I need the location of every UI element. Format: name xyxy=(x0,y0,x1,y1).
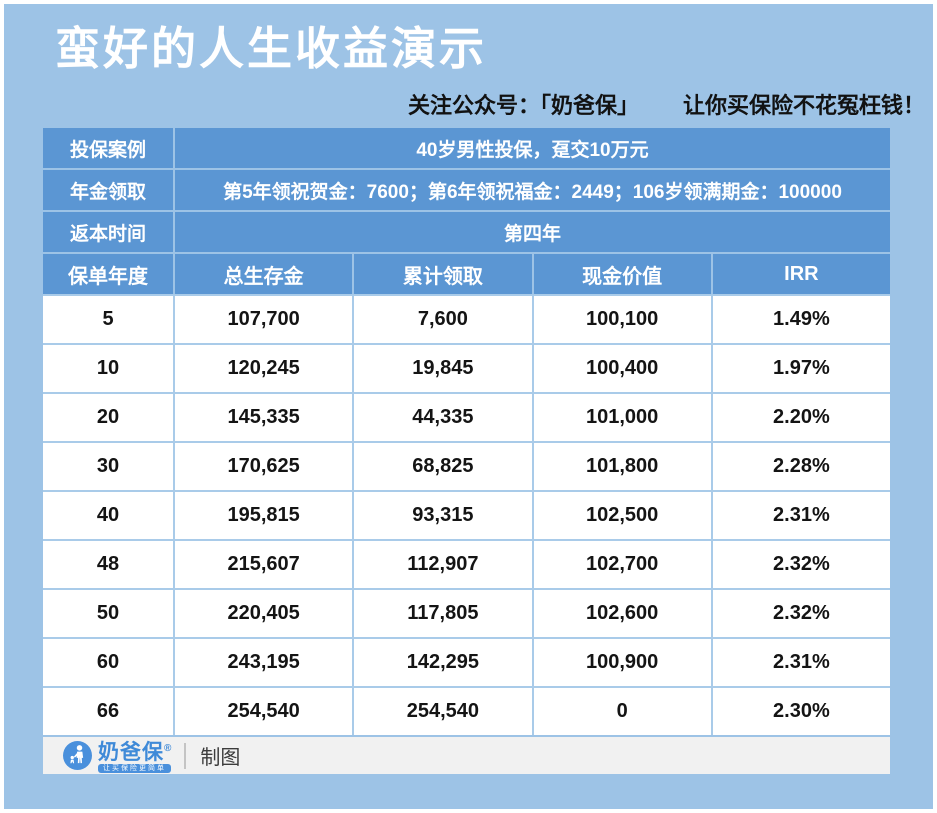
table-cell: 170,625 xyxy=(175,443,353,490)
table-cell: 44,335 xyxy=(354,394,532,441)
table-cell: 2.20% xyxy=(712,394,890,441)
table-cell: 2.30% xyxy=(712,688,890,735)
footer-divider xyxy=(184,742,187,769)
table-cell: 100,100 xyxy=(533,296,711,343)
subtitle-followus: 关注公众号：「奶爸保」 xyxy=(407,93,639,118)
table-cell: 1.49% xyxy=(712,296,890,343)
table-cell: 40 xyxy=(43,492,173,539)
table-row: 10 120,245 19,845 100,400 1.97% xyxy=(43,345,890,392)
table-cell: 60 xyxy=(43,639,173,686)
info-row-2: 返本时间 第四年 xyxy=(43,212,890,252)
table-row: 5 107,700 7,600 100,100 1.49% xyxy=(43,296,890,343)
table-row: 48 215,607 112,907 102,700 2.32% xyxy=(43,541,890,588)
table-cell: 220,405 xyxy=(175,590,353,637)
info-row-0: 投保案例 40岁男性投保，趸交10万元 xyxy=(43,128,890,168)
table-row: 20 145,335 44,335 101,000 2.20% xyxy=(43,394,890,441)
info-value: 40岁男性投保，趸交10万元 xyxy=(175,128,890,168)
info-label: 返本时间 xyxy=(43,212,173,252)
table-row: 50 220,405 117,805 102,600 2.32% xyxy=(43,590,890,637)
table-cell: 120,245 xyxy=(175,345,353,392)
table-cell: 2.32% xyxy=(712,541,890,588)
page-background: 蛮好的人生收益演示 关注公众号：「奶爸保」 让你买保险不花冤枉钱！ 投保案例 40岁… xyxy=(4,4,933,809)
table-row: 40 195,815 93,315 102,500 2.31% xyxy=(43,492,890,539)
table-data-rows: 5 107,700 7,600 100,100 1.49% 10 120,245 19,845… xyxy=(43,294,890,735)
table-cell: 101,000 xyxy=(533,394,711,441)
subtitle: 关注公众号：「奶爸保」 让你买保险不花冤枉钱！ xyxy=(4,88,925,120)
table-cell: 215,607 xyxy=(175,541,353,588)
page-title: 蛮好的人生收益演示 xyxy=(55,23,488,74)
info-value: 第5年领祝贺金：7600；第6年领祝福金：2449；106岁领满期金：10000… xyxy=(175,170,890,210)
table-cell: 102,500 xyxy=(533,492,711,539)
table-cell: 102,700 xyxy=(533,541,711,588)
table-cell: 100,900 xyxy=(533,639,711,686)
table-cell: 254,540 xyxy=(354,688,532,735)
column-header: IRR xyxy=(712,254,890,294)
table-header-row: 保单年度 总生存金 累计领取 现金价值 IRR xyxy=(43,254,890,294)
brand-text: 奶爸保 xyxy=(98,740,164,764)
table-cell: 117,805 xyxy=(354,590,532,637)
credit-label: 制图 xyxy=(200,747,241,769)
subtitle-tagline: 让你买保险不花冤枉钱！ xyxy=(682,93,925,118)
brand-block: 奶爸保® 让买保险更简单 xyxy=(98,739,172,773)
table-cell: 30 xyxy=(43,443,173,490)
table-cell: 107,700 xyxy=(175,296,353,343)
table-cell: 0 xyxy=(533,688,711,735)
brand-slogan-badge: 让买保险更简单 xyxy=(98,763,171,773)
table-cell: 101,800 xyxy=(533,443,711,490)
naibabao-logo-icon xyxy=(63,741,92,770)
footer-bar: 奶爸保® 让买保险更简单 制图 xyxy=(43,737,890,774)
brand-name: 奶爸保® xyxy=(98,739,172,763)
column-header: 累计领取 xyxy=(354,254,532,294)
table-cell: 68,825 xyxy=(354,443,532,490)
table-row: 30 170,625 68,825 101,800 2.28% xyxy=(43,443,890,490)
table-cell: 2.28% xyxy=(712,443,890,490)
table-cell: 142,295 xyxy=(354,639,532,686)
table-cell: 243,195 xyxy=(175,639,353,686)
table-cell: 50 xyxy=(43,590,173,637)
table-cell: 20 xyxy=(43,394,173,441)
table-cell: 100,400 xyxy=(533,345,711,392)
table-cell: 5 xyxy=(43,296,173,343)
table-cell: 48 xyxy=(43,541,173,588)
table-cell: 19,845 xyxy=(354,345,532,392)
policy-info-rows: 投保案例 40岁男性投保，趸交10万元 年金领取 第5年领祝贺金：7600；第6年领祝… xyxy=(43,128,890,252)
table-cell: 145,335 xyxy=(175,394,353,441)
table-cell: 195,815 xyxy=(175,492,353,539)
info-row-1: 年金领取 第5年领祝贺金：7600；第6年领祝福金：2449；106岁领满期金：1… xyxy=(43,170,890,210)
table-cell: 1.97% xyxy=(712,345,890,392)
column-header: 总生存金 xyxy=(175,254,353,294)
info-value: 第四年 xyxy=(175,212,890,252)
benefit-table: 投保案例 40岁男性投保，趸交10万元 年金领取 第5年领祝贺金：7600；第6年领祝… xyxy=(43,128,890,735)
table-cell: 254,540 xyxy=(175,688,353,735)
table-cell: 93,315 xyxy=(354,492,532,539)
table-row: 60 243,195 142,295 100,900 2.31% xyxy=(43,639,890,686)
registered-trademark-mark: ® xyxy=(164,742,173,754)
table-cell: 7,600 xyxy=(354,296,532,343)
info-label: 投保案例 xyxy=(43,128,173,168)
table-cell: 2.32% xyxy=(712,590,890,637)
info-label: 年金领取 xyxy=(43,170,173,210)
table-cell: 66 xyxy=(43,688,173,735)
column-header: 保单年度 xyxy=(43,254,173,294)
column-header: 现金价值 xyxy=(533,254,711,294)
table-cell: 112,907 xyxy=(354,541,532,588)
table-cell: 10 xyxy=(43,345,173,392)
table-row: 66 254,540 254,540 0 2.30% xyxy=(43,688,890,735)
table-cell: 2.31% xyxy=(712,492,890,539)
table-cell: 2.31% xyxy=(712,639,890,686)
table-cell: 102,600 xyxy=(533,590,711,637)
